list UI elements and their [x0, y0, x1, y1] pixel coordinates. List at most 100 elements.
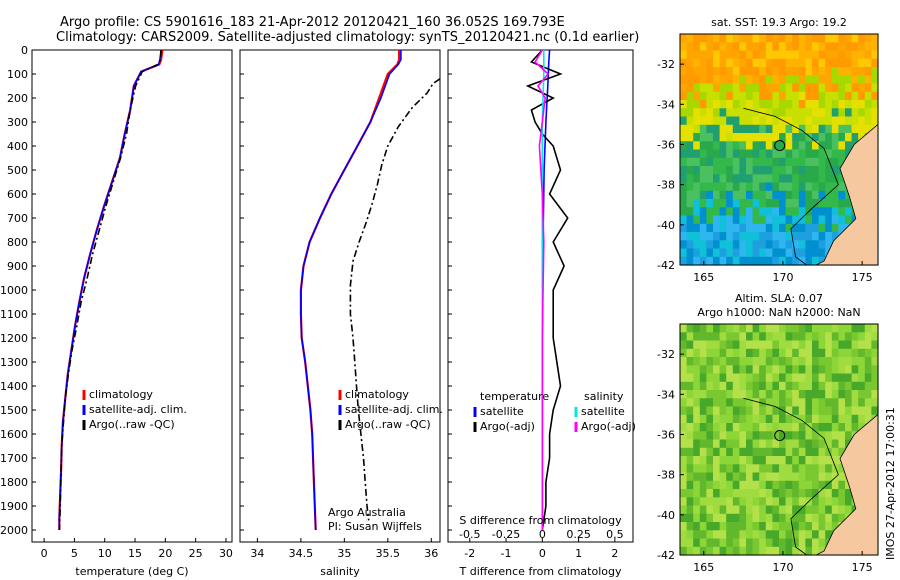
- field-cell: [746, 141, 754, 151]
- field-cell: [706, 456, 714, 465]
- y-tick-label: -36: [657, 138, 675, 151]
- field-cell: [765, 108, 773, 118]
- field-cell: [693, 324, 701, 333]
- field-cell: [680, 141, 688, 151]
- field-cell: [818, 480, 826, 490]
- field-cell: [752, 431, 760, 441]
- field-cell: [706, 357, 714, 366]
- field-cell: [812, 348, 820, 358]
- field-cell: [693, 538, 701, 548]
- field-cell: [805, 182, 813, 192]
- field-cell: [858, 414, 866, 424]
- x-tick-label: -1: [501, 547, 512, 560]
- field-cell: [812, 116, 820, 126]
- x-tick-label: 35.5: [376, 547, 401, 560]
- field-cell: [699, 190, 707, 200]
- field-cell: [693, 365, 701, 375]
- field-cell: [851, 116, 859, 126]
- field-cell: [772, 456, 780, 465]
- field-cell: [765, 472, 773, 482]
- field-cell: [726, 357, 734, 366]
- field-cell: [719, 215, 727, 225]
- field-cell: [845, 34, 853, 43]
- field-cell: [818, 406, 826, 416]
- field-cell: [752, 390, 760, 399]
- field-cell: [746, 50, 754, 60]
- field-cell: [818, 414, 826, 424]
- field-cell: [752, 324, 760, 333]
- field-cell: [812, 223, 820, 233]
- field-cell: [864, 124, 872, 134]
- secondary-tick-label: 0.5: [606, 528, 624, 541]
- field-cell: [765, 530, 773, 540]
- field-cell: [699, 166, 707, 175]
- field-cell: [825, 75, 833, 85]
- field-cell: [699, 530, 707, 540]
- field-cell: [825, 513, 833, 523]
- field-cell: [818, 100, 826, 109]
- field-cell: [713, 58, 721, 68]
- field-cell: [805, 324, 813, 333]
- field-cell: [686, 256, 694, 266]
- field-cell: [693, 215, 701, 225]
- field-cell: [686, 100, 694, 109]
- field-cell: [838, 480, 846, 490]
- field-cell: [845, 423, 853, 432]
- field-cell: [818, 546, 826, 556]
- field-cell: [693, 67, 701, 76]
- field-cell: [746, 505, 754, 515]
- field-cell: [851, 365, 859, 375]
- field-cell: [772, 480, 780, 490]
- field-cell: [812, 256, 820, 266]
- field-cell: [864, 75, 872, 85]
- field-cell: [812, 42, 820, 52]
- field-cell: [739, 50, 747, 60]
- field-cell: [719, 141, 727, 151]
- field-cell: [706, 50, 714, 60]
- y-tick-label: -42: [657, 259, 675, 272]
- field-cell: [858, 390, 866, 399]
- y-tick-label: -32: [657, 58, 675, 71]
- field-cell: [706, 480, 714, 490]
- field-cell: [798, 34, 806, 43]
- field-cell: [693, 248, 701, 258]
- field-cell: [765, 83, 773, 93]
- field-cell: [864, 340, 872, 350]
- field-cell: [785, 91, 793, 101]
- field-cell: [765, 50, 773, 60]
- field-cell: [792, 199, 800, 208]
- field-cell: [765, 505, 773, 515]
- field-cell: [759, 58, 767, 68]
- field-cell: [739, 141, 747, 151]
- field-cell: [805, 439, 813, 449]
- field-cell: [818, 174, 826, 184]
- field-cell: [805, 116, 813, 126]
- field-cell: [779, 157, 787, 167]
- y-tick-label: -32: [657, 348, 675, 361]
- field-cell: [845, 497, 853, 507]
- field-cell: [713, 373, 721, 383]
- field-cell: [732, 423, 740, 432]
- field-cell: [765, 190, 773, 200]
- field-cell: [746, 472, 754, 482]
- field-cell: [759, 489, 767, 498]
- field-cell: [746, 373, 754, 383]
- field-cell: [871, 332, 879, 342]
- field-cell: [818, 182, 826, 192]
- field-cell: [779, 91, 787, 101]
- field-cell: [864, 91, 872, 101]
- y-tick-label: 600: [7, 188, 28, 201]
- field-cell: [739, 406, 747, 416]
- field-cell: [845, 373, 853, 383]
- field-cell: [779, 141, 787, 151]
- field-cell: [831, 190, 839, 200]
- field-cell: [785, 489, 793, 498]
- field-cell: [838, 207, 846, 217]
- field-cell: [805, 340, 813, 350]
- field-cell: [792, 513, 800, 523]
- field-cell: [818, 149, 826, 159]
- field-cell: [752, 207, 760, 217]
- field-cell: [699, 398, 707, 408]
- field-cell: [818, 464, 826, 474]
